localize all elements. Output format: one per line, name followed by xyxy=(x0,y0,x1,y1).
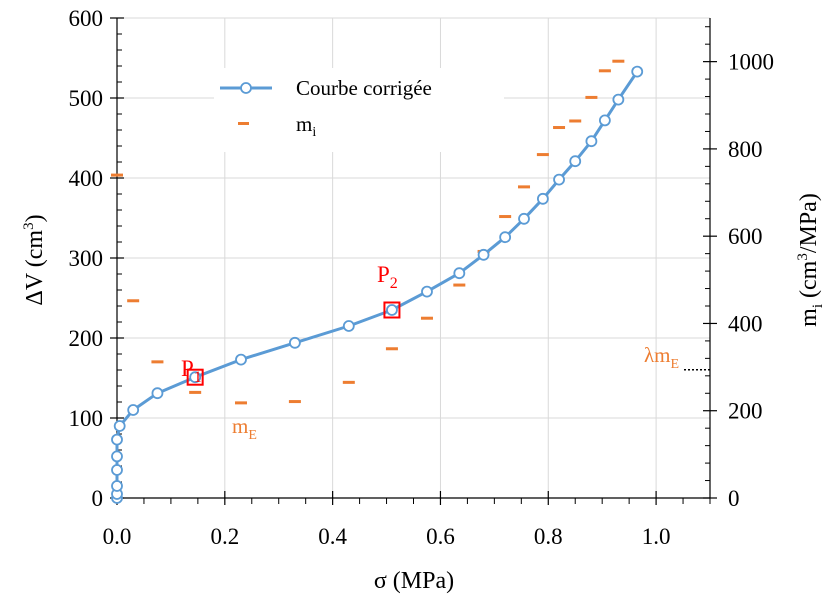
left-axis-tick-label: 200 xyxy=(69,326,104,351)
curve-point xyxy=(342,320,355,332)
left-axis-tick-label: 400 xyxy=(69,166,104,191)
left-axis-tick-label: 0 xyxy=(92,486,104,511)
series-mi xyxy=(111,59,625,405)
legend-curve-label: Courbe corrigée xyxy=(296,76,432,100)
right-axis-tick-label: 1000 xyxy=(728,50,774,75)
x-axis-tick-label: 0.8 xyxy=(534,524,563,549)
left-axis-tick-label: 600 xyxy=(69,6,104,31)
highlight-square xyxy=(186,368,204,386)
mi-point xyxy=(111,173,123,177)
left-axis-tick-label: 300 xyxy=(69,246,104,271)
lambda-me-annotation: λmE xyxy=(644,343,679,372)
curve-point xyxy=(111,464,123,476)
mi-point xyxy=(553,126,566,130)
right-axis-tick-label: 200 xyxy=(728,399,763,424)
left-axis-tick-label: 100 xyxy=(69,406,104,431)
legend-background xyxy=(214,68,504,152)
curve-point xyxy=(453,267,466,280)
mi-point xyxy=(189,390,202,394)
curve-point xyxy=(111,450,123,463)
legend-curve-marker xyxy=(240,82,252,94)
mi-point xyxy=(612,59,625,63)
x-axis-tick-label: 1.0 xyxy=(642,524,671,549)
highlighted-points xyxy=(186,301,401,386)
x-axis-tick-label: 0.6 xyxy=(426,524,455,549)
right-axis-tick-label: 600 xyxy=(728,224,763,249)
mi-point xyxy=(288,400,301,404)
left-y-axis: 0 100 200 300 400 500 600 xyxy=(69,6,124,511)
left-axis-tick-label: 500 xyxy=(69,86,104,111)
x-axis-tick-label: 0.4 xyxy=(318,524,347,549)
mi-point xyxy=(536,153,549,157)
mi-point xyxy=(420,316,433,320)
legend-mi-label: mi xyxy=(296,112,316,140)
right-y-axis: 0 200 400 600 800 1000 xyxy=(703,26,774,511)
curve-point xyxy=(127,404,140,416)
curve-point xyxy=(288,336,301,349)
curve-point xyxy=(612,93,625,106)
right-axis-tick-label: 0 xyxy=(728,486,740,511)
curve-point xyxy=(386,304,398,316)
p1-label: P1 xyxy=(181,356,202,386)
curve-point xyxy=(421,285,433,298)
x-axis-title: σ (MPa) xyxy=(374,568,454,594)
x-axis-tick-label: 0.2 xyxy=(210,524,239,549)
mi-point xyxy=(499,215,512,219)
curve-point xyxy=(536,192,549,205)
curve-point xyxy=(189,371,202,384)
mi-point xyxy=(518,185,531,189)
curve-point xyxy=(111,480,123,492)
mi-point xyxy=(585,95,598,99)
me-annotation: mE xyxy=(232,414,257,443)
mi-point xyxy=(385,347,398,351)
curve-point xyxy=(553,173,565,186)
curve-point xyxy=(518,212,530,225)
mi-point xyxy=(598,69,611,73)
highlight-square xyxy=(383,301,401,319)
right-axis-tick-label: 400 xyxy=(728,311,763,336)
mi-point xyxy=(151,360,164,364)
curve-point xyxy=(111,433,123,446)
curve-point xyxy=(235,353,247,366)
curve-point xyxy=(631,65,644,78)
mi-point xyxy=(453,283,466,287)
legend-mi-marker xyxy=(238,122,249,125)
right-y-axis-title: mi (cm3/MPa) xyxy=(795,193,826,327)
x-axis-tick-label: 0.0 xyxy=(103,524,132,549)
curve-point xyxy=(113,420,126,432)
curve-point xyxy=(477,248,490,261)
curve-point xyxy=(151,387,164,400)
mi-point xyxy=(234,401,247,405)
series-courbe-corrigee xyxy=(111,65,644,504)
legend: Courbe corrigée mi xyxy=(214,68,504,152)
curve-point xyxy=(499,231,512,244)
left-y-axis-title: ΔV (cm3) xyxy=(21,214,48,305)
curve-point xyxy=(569,155,582,168)
mi-point xyxy=(342,380,355,384)
mi-point xyxy=(569,119,582,123)
curve-point xyxy=(598,114,611,127)
right-axis-tick-label: 800 xyxy=(728,137,763,162)
p2-label: P2 xyxy=(377,262,398,292)
x-axis: 0.0 0.2 0.4 0.6 0.8 1.0 xyxy=(103,491,711,549)
curve-point xyxy=(585,135,598,148)
mi-point xyxy=(127,299,140,303)
